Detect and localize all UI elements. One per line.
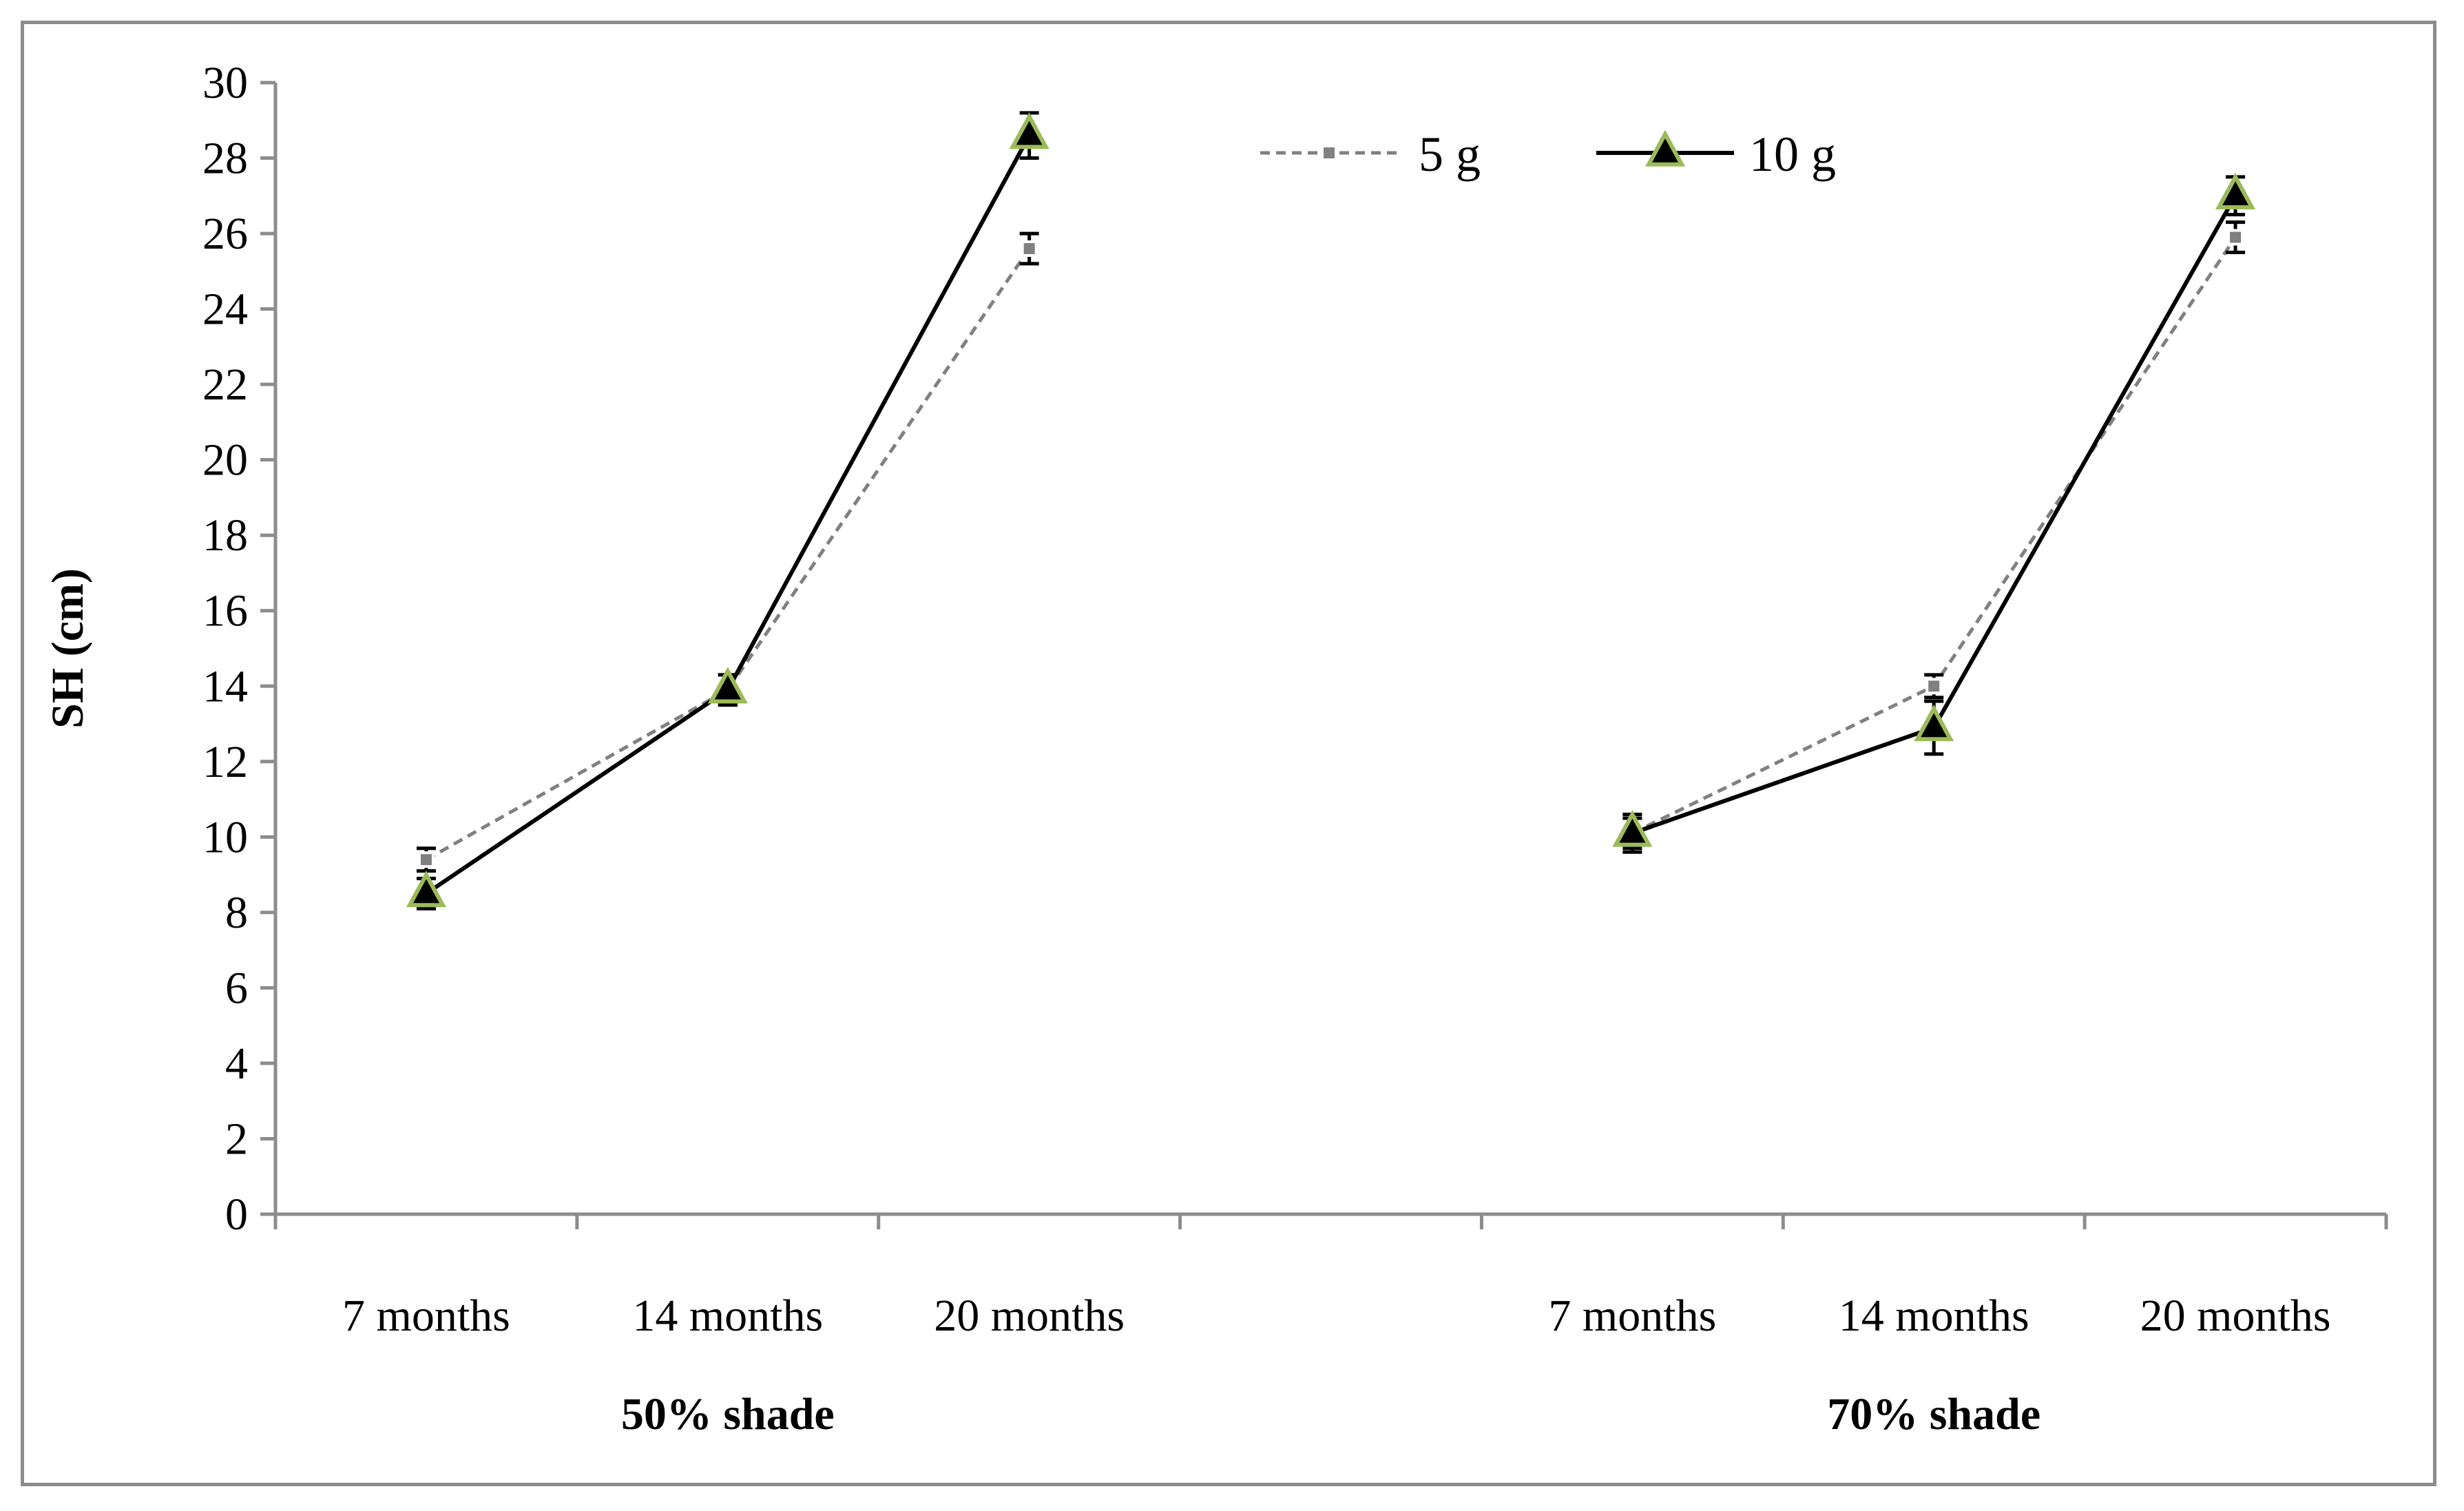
group-label: 70% shade <box>1827 1389 2040 1439</box>
data-point-10g <box>1612 810 1653 847</box>
y-axis-title: SH (cm) <box>43 568 93 729</box>
legend: 5 g 10 g <box>1260 127 1836 182</box>
y-tick-label: 14 <box>202 661 248 711</box>
axes <box>260 81 2388 1229</box>
y-tick-label: 18 <box>202 510 248 561</box>
y-tick-label: 22 <box>202 359 248 410</box>
y-tick-label: 26 <box>202 209 248 259</box>
y-tick-label: 4 <box>225 1039 248 1089</box>
data-point-5g <box>2227 229 2244 246</box>
y-tick-label: 12 <box>202 737 248 787</box>
legend-label-5g: 5 g <box>1419 127 1481 182</box>
data-point-5g <box>1021 240 1038 257</box>
legend-label-10g: 10 g <box>1749 127 1836 182</box>
x-category-label: 7 months <box>1548 1291 1716 1341</box>
x-category-label: 14 months <box>632 1291 823 1341</box>
series-line-5g <box>425 247 1031 862</box>
x-category-label: 20 months <box>2140 1291 2331 1341</box>
y-tick-label: 24 <box>202 284 248 335</box>
y-tick-label: 2 <box>225 1114 248 1164</box>
x-category-label: 14 months <box>1839 1291 2029 1341</box>
legend-marker-10g <box>1645 129 1686 167</box>
y-tick-label: 10 <box>202 812 248 862</box>
y-tick-label: 6 <box>225 963 248 1013</box>
data-point-10g <box>2215 172 2256 210</box>
data-point-5g <box>1925 678 1943 695</box>
chart-frame <box>21 21 2436 1486</box>
series-line-10g <box>425 134 1032 895</box>
y-tick-label: 16 <box>202 586 248 636</box>
y-tick-label: 0 <box>225 1189 248 1240</box>
data-point-10g <box>1914 704 1954 742</box>
data-point-10g <box>406 870 446 908</box>
x-category-label: 7 months <box>342 1291 510 1341</box>
y-tick-label: 30 <box>202 58 248 108</box>
data-point-10g <box>707 667 748 704</box>
y-tick-label: 8 <box>225 888 248 938</box>
y-tick-label: 20 <box>202 435 248 486</box>
data-point-10g <box>1009 112 1050 149</box>
y-tick-label: 28 <box>202 134 248 184</box>
legend-marker-5g <box>1321 145 1337 161</box>
x-category-label: 20 months <box>934 1291 1125 1341</box>
group-label: 50% shade <box>621 1389 835 1439</box>
plot-marks <box>406 111 2256 910</box>
data-point-5g <box>417 851 435 868</box>
